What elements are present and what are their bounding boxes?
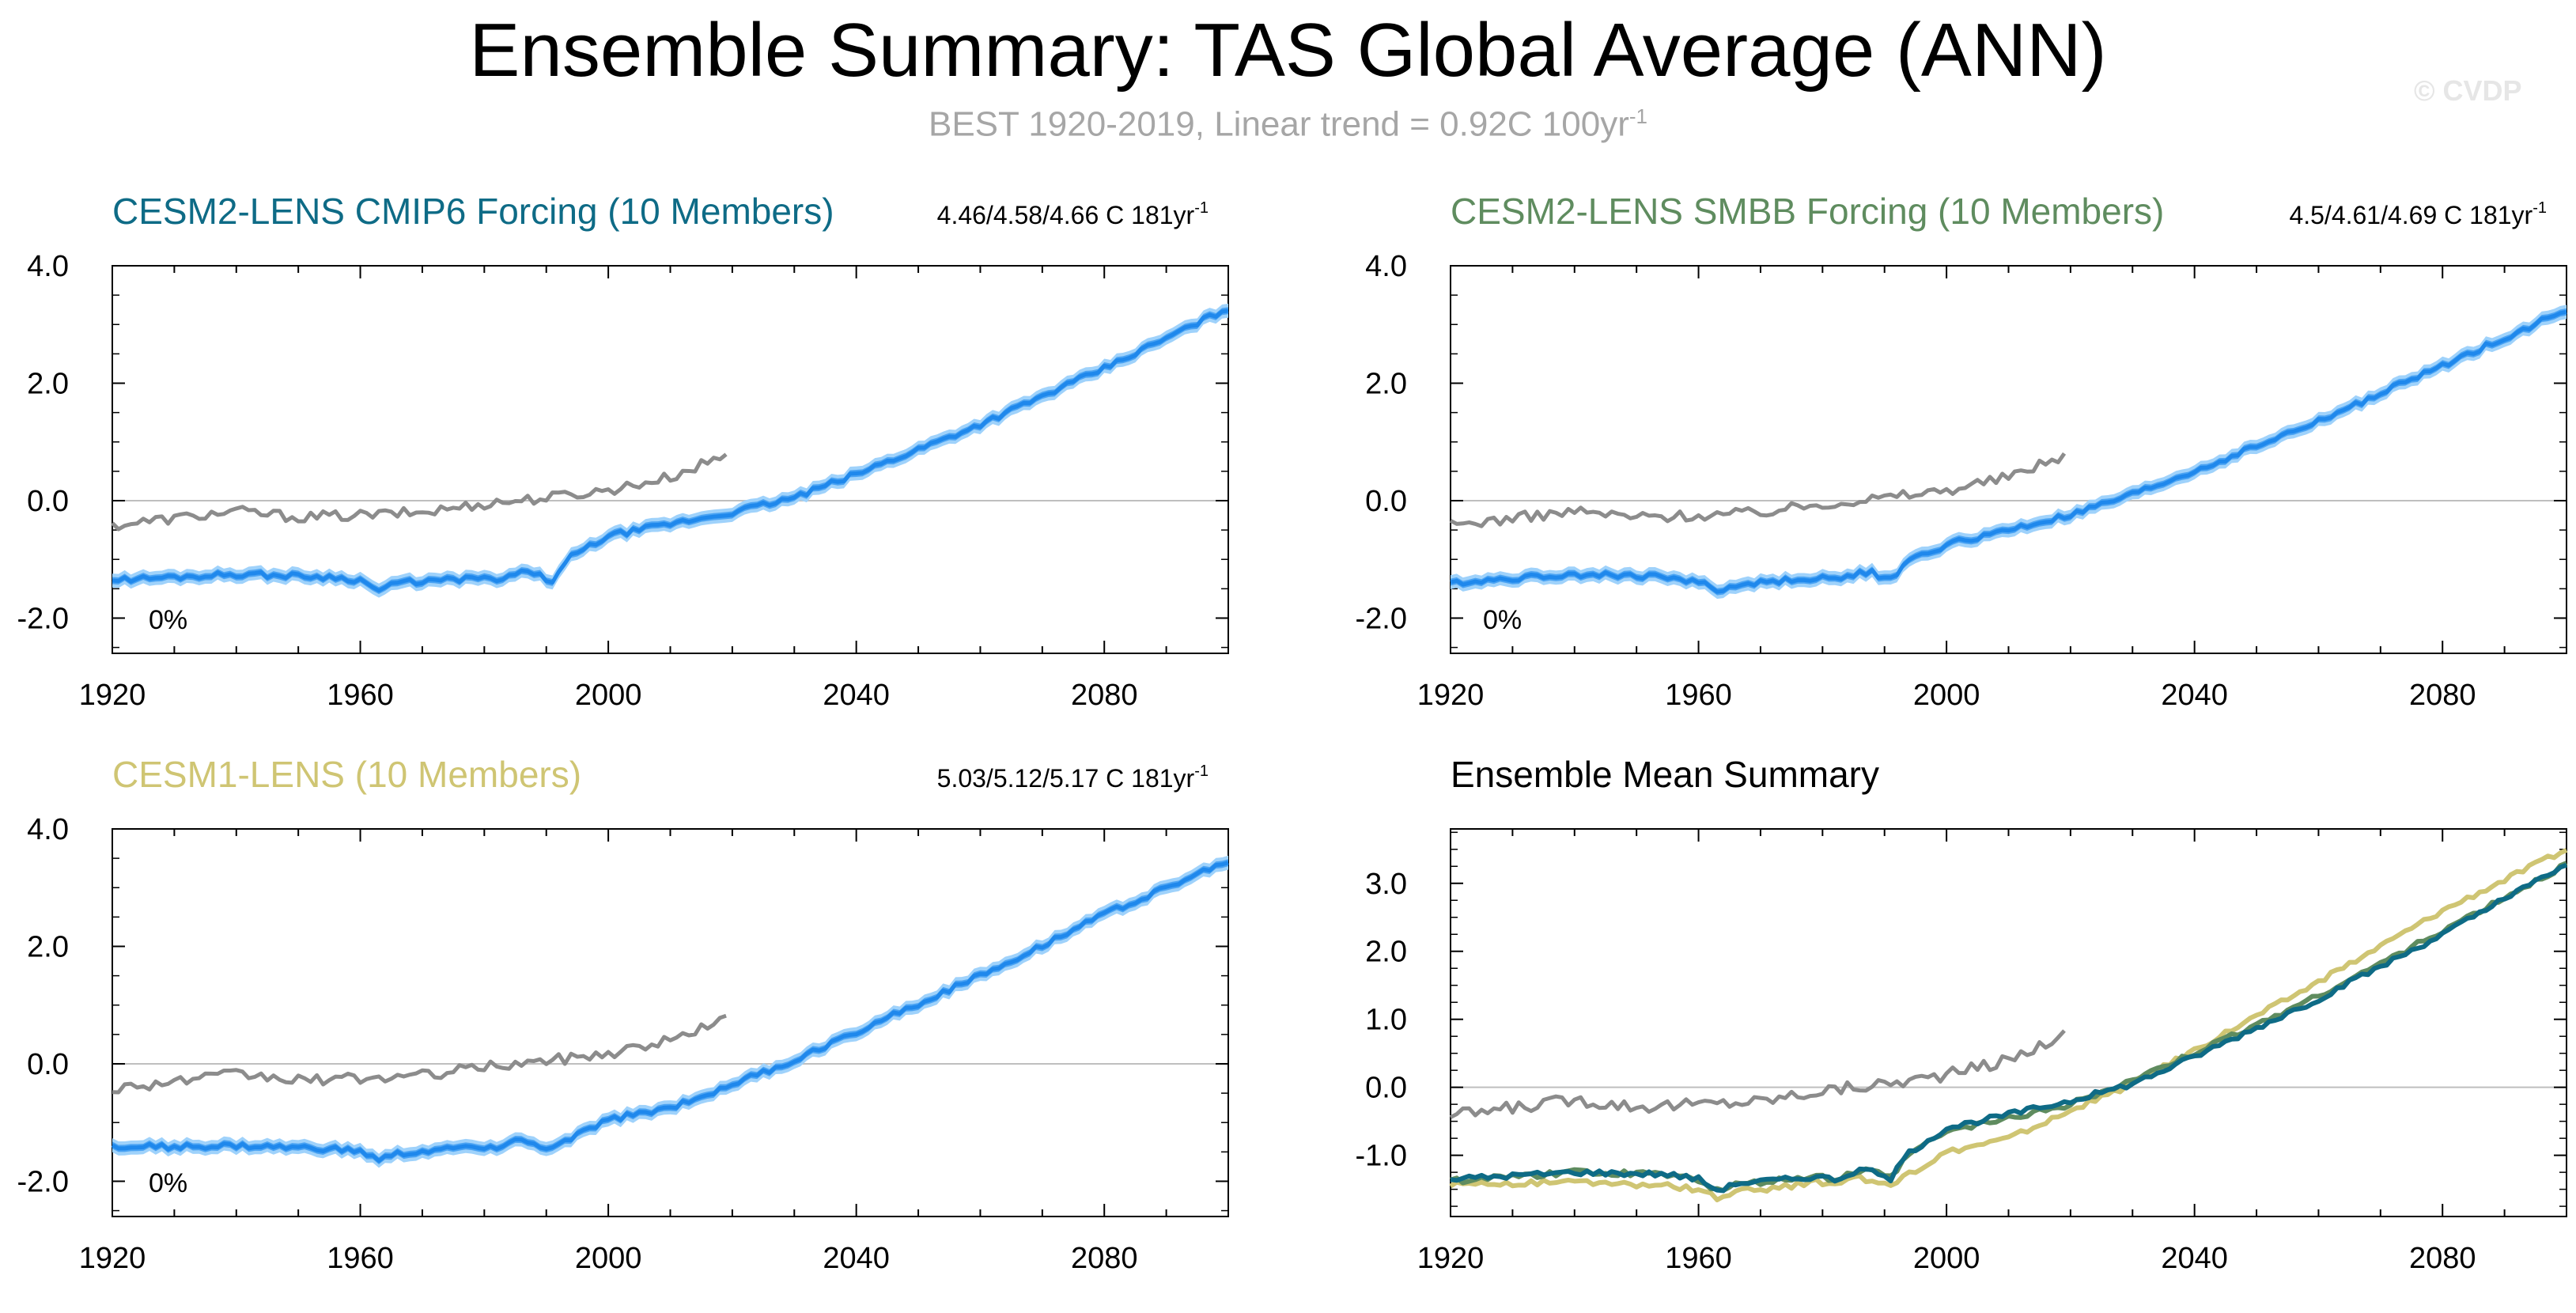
- y-tick-label: 2.0: [1365, 936, 1407, 969]
- ensemble-mean-line: [1450, 309, 2567, 594]
- plot-frame: [112, 828, 1229, 1217]
- x-tick-label: 2080: [2409, 1242, 2476, 1275]
- y-tick-label: -2.0: [1356, 602, 1407, 635]
- panel-title: Ensemble Mean Summary: [1451, 754, 1879, 795]
- x-tick-label: 2000: [575, 1242, 642, 1275]
- panel-cesm2-smbb: 1920 1960 2000 2040 2080 4.0 2.0 0.0 -2.0 CESM2-L…: [1356, 191, 2567, 712]
- subtitle-superscript: -1: [1628, 104, 1647, 128]
- y-tick-label: 4.0: [1365, 250, 1407, 283]
- panel-stats: 4.46/4.58/4.66 C 181yr-1: [937, 199, 1209, 229]
- panel-title: CESM2-LENS SMBB Forcing (10 Members): [1451, 191, 2164, 232]
- observations-line: [111, 452, 728, 532]
- x-tick-label: 2080: [2409, 679, 2476, 712]
- panel-title: CESM1-LENS (10 Members): [112, 754, 581, 795]
- percent-label: 0%: [1483, 605, 1522, 635]
- x-tick-label: 2040: [2161, 1242, 2228, 1275]
- y-tick-label: -2.0: [17, 1165, 69, 1198]
- subtitle-text: BEST 1920-2019, Linear trend = 0.92C 100…: [928, 104, 1629, 144]
- y-tick-label: 2.0: [27, 367, 69, 400]
- y-tick-label: 0.0: [1365, 1072, 1407, 1105]
- y-tick-label: -1.0: [1356, 1140, 1407, 1173]
- x-tick-label: 1960: [1665, 679, 1732, 712]
- ensemble-mean-line: [112, 308, 1229, 593]
- plot-frame: [1450, 828, 2567, 1217]
- series-line-cesm2-lens-cmip6: [1450, 862, 2567, 1194]
- x-tick-label: 1920: [1417, 679, 1485, 712]
- panel-title: CESM2-LENS CMIP6 Forcing (10 Members): [112, 191, 834, 232]
- plot-frame: [1450, 265, 2567, 654]
- observations-line: [1449, 452, 2067, 528]
- ensemble-mean-line: [111, 861, 1229, 1164]
- y-tick-label: 4.0: [27, 813, 69, 846]
- y-tick-label: -2.0: [17, 602, 69, 635]
- panel-ensemble-mean-summary: 1920 1960 2000 2040 2080 3.0 2.0 1.0 0.0 -1.0 Ense…: [1356, 754, 2568, 1275]
- copyright-watermark: © CVDP: [2414, 74, 2522, 107]
- x-tick-label: 2040: [2161, 679, 2228, 712]
- panel-cesm2-cmip6: 1920 1960 2000 2040 2080 4.0 2.0 0.0 -2.0 CESM2-L…: [17, 191, 1229, 712]
- x-tick-label: 2000: [575, 679, 642, 712]
- x-tick-label: 1920: [1417, 1242, 1485, 1275]
- x-tick-label: 2000: [1913, 1242, 1980, 1275]
- observations-line: [112, 1013, 727, 1095]
- x-tick-label: 2000: [1913, 679, 1980, 712]
- series-line-cesm1-lens: [1449, 848, 2568, 1203]
- x-tick-label: 1960: [1665, 1242, 1732, 1275]
- observations-line: [1449, 1029, 2066, 1119]
- y-tick-label: 2.0: [1365, 367, 1407, 400]
- y-tick-label: 2.0: [27, 930, 69, 963]
- ensemble-range-band: [112, 855, 1228, 1168]
- ensemble-range-band: [1451, 305, 2567, 600]
- x-tick-label: 1920: [79, 679, 146, 712]
- figure-title: Ensemble Summary: TAS Global Average (AN…: [469, 8, 2107, 93]
- series-line-cesm2-lens-smbb: [1450, 861, 2568, 1194]
- x-tick-label: 1960: [327, 1242, 394, 1275]
- x-tick-label: 2040: [823, 1242, 890, 1275]
- percent-label: 0%: [149, 605, 187, 635]
- figure-subtitle: BEST 1920-2019, Linear trend = 0.92C 100…: [0, 104, 2576, 145]
- x-tick-label: 2080: [1071, 679, 1138, 712]
- x-tick-label: 1960: [327, 679, 394, 712]
- y-tick-label: 0.0: [1365, 485, 1407, 518]
- x-tick-label: 2040: [823, 679, 890, 712]
- y-tick-label: 0.0: [27, 485, 69, 518]
- x-tick-label: 2080: [1071, 1242, 1138, 1275]
- ensemble-iqr-band: [1451, 308, 2567, 596]
- panel-cesm1: 1920 1960 2000 2040 2080 4.0 2.0 0.0 -2.0 CESM1-L…: [17, 754, 1229, 1275]
- y-tick-label: 0.0: [27, 1048, 69, 1081]
- ensemble-iqr-band: [112, 307, 1228, 595]
- panel-stats: 4.5/4.61/4.69 C 181yr-1: [2289, 199, 2547, 229]
- x-tick-label: 1920: [79, 1242, 146, 1275]
- y-tick-label: 3.0: [1365, 868, 1407, 901]
- percent-label: 0%: [149, 1168, 187, 1198]
- y-tick-label: 4.0: [27, 250, 69, 283]
- ensemble-range-band: [112, 303, 1228, 598]
- y-tick-label: 1.0: [1365, 1004, 1407, 1037]
- ensemble-iqr-band: [112, 859, 1228, 1165]
- panel-stats: 5.03/5.12/5.17 C 181yr-1: [937, 762, 1209, 793]
- plot-frame: [112, 265, 1229, 654]
